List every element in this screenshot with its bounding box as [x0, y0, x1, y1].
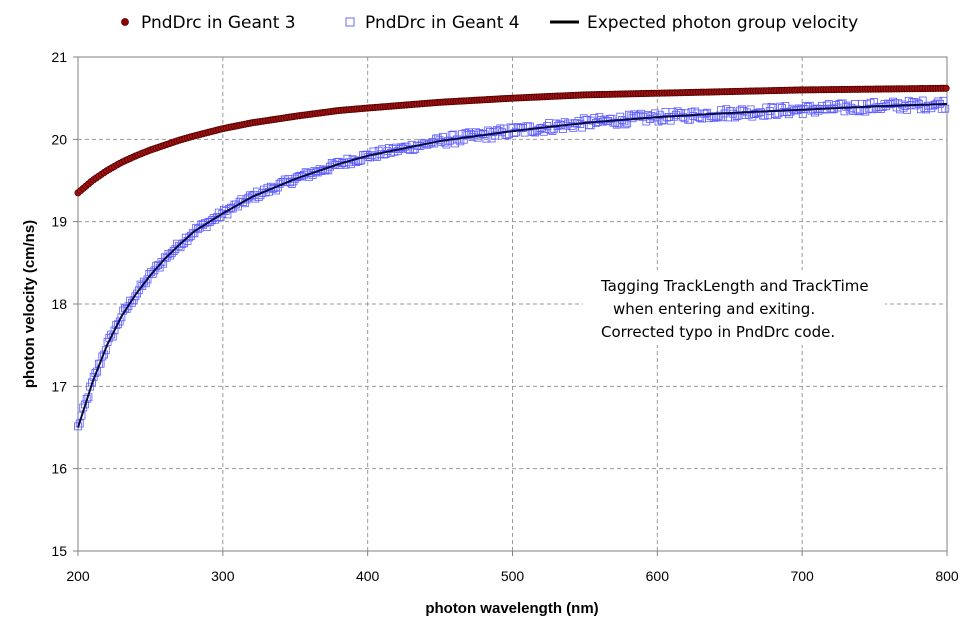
y-axis-title: photon velocity (cm/ns) — [21, 220, 38, 388]
point-geant4 — [941, 104, 950, 113]
tick-label-y: 21 — [51, 49, 67, 65]
point-geant3 — [942, 84, 950, 92]
point-geant4 — [74, 422, 82, 431]
annotation-line-3: Corrected typo in PndDrc code. — [601, 323, 835, 341]
tick-label-x: 700 — [790, 568, 814, 584]
legend-label-geant4: PndDrc in Geant 4 — [365, 13, 520, 33]
tick-label-x: 600 — [646, 568, 670, 584]
legend-label-expected: Expected photon group velocity — [587, 13, 858, 33]
legend-label-geant3: PndDrc in Geant 3 — [141, 13, 296, 33]
point-geant4 — [122, 305, 131, 313]
legend-marker-geant3 — [121, 18, 129, 26]
y-axis-ticks: 15 16 17 18 19 20 21 — [51, 49, 78, 559]
x-axis-ticks: 200 300 400 500 600 700 800 — [66, 551, 959, 584]
tick-label-x: 500 — [501, 568, 525, 584]
series-expected-line — [77, 102, 948, 428]
x-axis-title: photon wavelength (nm) — [425, 600, 598, 617]
series-geant3 — [74, 84, 950, 197]
tick-label-y: 17 — [51, 378, 67, 394]
legend: PndDrc in Geant 3 PndDrc in Geant 4 Expe… — [121, 13, 858, 33]
tick-label-y: 16 — [51, 461, 67, 477]
tick-label-x: 800 — [935, 568, 959, 584]
tick-label-y: 15 — [51, 543, 67, 559]
tick-label-y: 20 — [51, 131, 67, 147]
point-geant4 — [621, 120, 630, 129]
annotation-background — [583, 270, 885, 345]
tick-label-x: 200 — [66, 568, 90, 584]
tick-label-y: 19 — [51, 214, 67, 230]
tick-label-x: 400 — [356, 568, 380, 584]
annotation-line-1: Tagging TrackLength and TrackTime — [600, 277, 869, 295]
tick-label-y: 18 — [51, 296, 67, 312]
legend-marker-geant4 — [345, 17, 355, 27]
annotation-box: Tagging TrackLength and TrackTime when e… — [583, 270, 885, 345]
annotation-line-2: when entering and exiting. — [613, 300, 815, 318]
tick-label-x: 300 — [211, 568, 235, 584]
